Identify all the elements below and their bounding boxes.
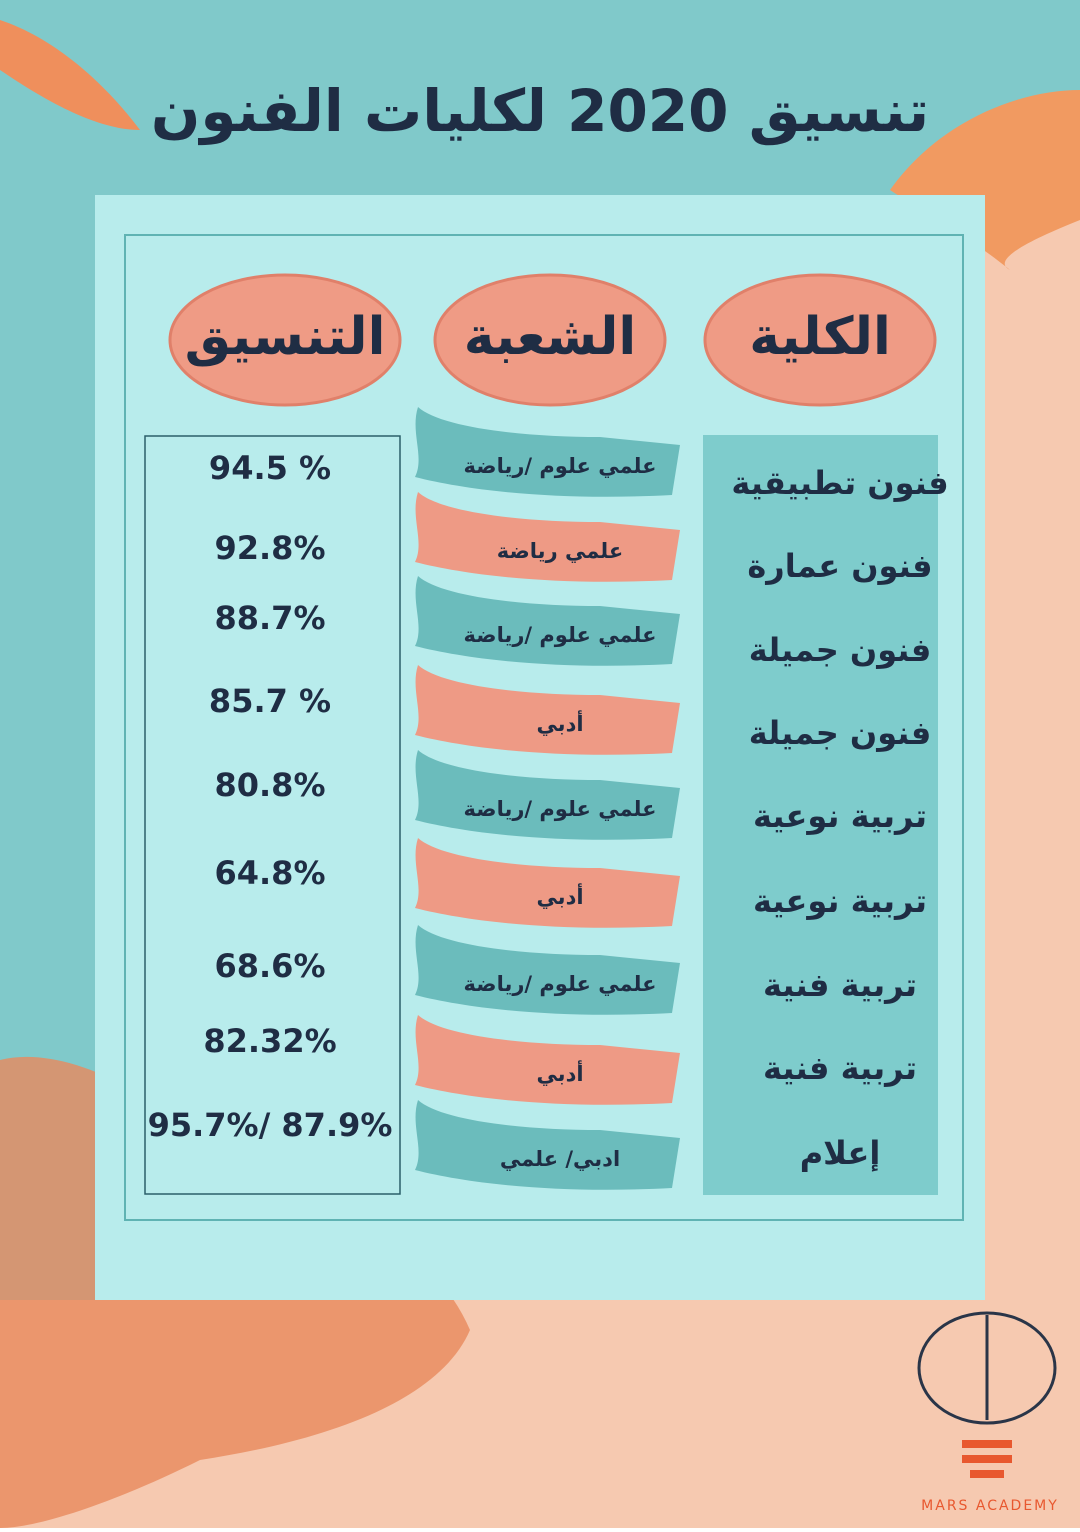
- score: 88.7%: [214, 599, 325, 637]
- branch: علمي علوم /رياضة: [464, 972, 657, 996]
- logo-bulb: [970, 1470, 1004, 1478]
- brand: MARS ACADEMY: [921, 1498, 1059, 1514]
- college: فنون جميلة: [749, 714, 932, 752]
- college-column: [703, 435, 938, 1195]
- header-scribble: [433, 273, 667, 407]
- brush-stroke: [415, 492, 680, 582]
- logo-bulb: [962, 1440, 1012, 1448]
- score: 94.5 %: [209, 449, 331, 487]
- branch: علمي علوم /رياضة: [464, 454, 657, 478]
- college: تربية نوعية: [753, 882, 927, 920]
- score: 92.8%: [214, 529, 325, 567]
- branch: علمي علوم /رياضة: [464, 623, 657, 647]
- college: تربية فنية: [763, 966, 917, 1004]
- column-header: الكلية: [749, 307, 891, 367]
- college: فنون عمارة: [747, 547, 932, 585]
- branch: أدبي: [536, 882, 583, 909]
- logo: MARS ACADEMY: [917, 1311, 1059, 1514]
- column-header: الشعبة: [464, 307, 636, 367]
- logo-brain: [917, 1311, 1057, 1425]
- brush-stroke: [415, 1100, 680, 1190]
- branch: أدبي: [536, 1059, 583, 1086]
- branch: أدبي: [536, 709, 583, 736]
- score: 82.32%: [203, 1022, 336, 1060]
- brush-stroke: [415, 925, 680, 1015]
- branch: ادبي/ علمي: [500, 1147, 620, 1171]
- score: 64.8%: [214, 854, 325, 892]
- college: فنون جميلة: [749, 631, 932, 669]
- header-scribble: [703, 273, 937, 407]
- branch: علمي رياضة: [497, 539, 623, 563]
- teal-side: [0, 0, 95, 1060]
- logo-bulb: [962, 1455, 1012, 1463]
- college: فنون تطبيقية: [731, 464, 948, 502]
- column-header: التنسيق: [185, 307, 386, 367]
- brush-stroke: [415, 407, 680, 497]
- header-scribble: [168, 273, 402, 407]
- branch: علمي علوم /رياضة: [464, 797, 657, 821]
- title: تنسيق 2020 لكليات الفنون: [151, 77, 929, 146]
- score: 95.7%/ 87.9%: [148, 1106, 393, 1144]
- brush-stroke: [415, 576, 680, 666]
- score: 85.7 %: [209, 682, 331, 720]
- score-column: [144, 435, 401, 1195]
- paint-stroke: [890, 90, 1080, 270]
- brush-stroke: [415, 750, 680, 840]
- college: تربية فنية: [763, 1049, 917, 1087]
- panel-border: [124, 234, 964, 1221]
- paint-stroke: [0, 20, 140, 130]
- score: 68.6%: [214, 947, 325, 985]
- college: تربية نوعية: [753, 797, 927, 835]
- score: 80.8%: [214, 766, 325, 804]
- brush-stroke: [415, 665, 680, 755]
- college: إعلام: [800, 1134, 881, 1173]
- brush-stroke: [415, 1015, 680, 1105]
- brush-stroke: [415, 838, 680, 928]
